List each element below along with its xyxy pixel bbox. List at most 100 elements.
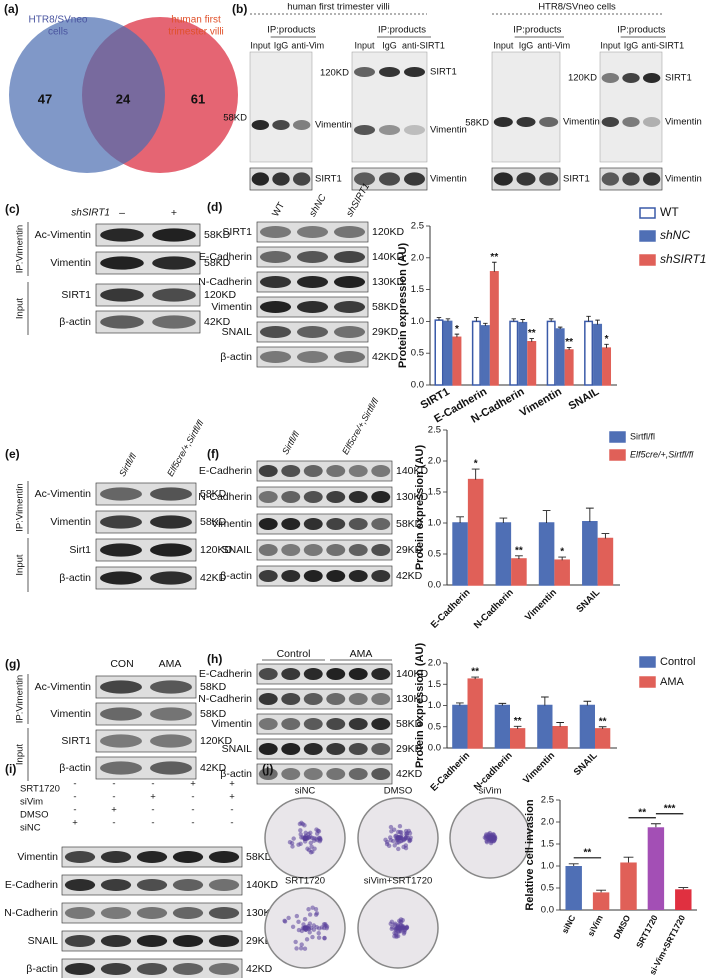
blot-band <box>326 718 346 730</box>
row-label: SIRT1 <box>61 735 91 747</box>
blot-band <box>348 491 368 503</box>
error-bar <box>515 555 523 559</box>
lane-group-label: Control <box>277 648 311 660</box>
error-bar <box>542 510 551 523</box>
blot-band <box>100 571 142 585</box>
blot-band <box>371 465 391 477</box>
band-label: SIRT1 <box>665 73 692 84</box>
row-label: Vimentin <box>50 516 91 528</box>
legend-label: Sirtfl/fl <box>630 431 655 441</box>
error-bar <box>492 261 497 272</box>
row-label: E-Cadherin <box>199 668 252 680</box>
blot-band <box>326 518 346 530</box>
bar <box>620 862 637 910</box>
blot-band <box>303 491 323 503</box>
blot-band <box>333 251 366 263</box>
blot-band <box>296 351 329 363</box>
condition-sign: + <box>190 779 196 790</box>
dish-label: SRT1720 <box>285 876 325 887</box>
band-label: SIRT1 <box>563 174 590 185</box>
lane-label: Input <box>600 40 621 50</box>
lane-label: shNC <box>307 193 328 219</box>
y-tick-label: 1.5 <box>428 487 441 498</box>
blot-band <box>348 465 368 477</box>
stained-cell <box>308 850 314 855</box>
blot-band <box>100 228 144 242</box>
blot-band <box>348 544 368 556</box>
blot-band <box>622 117 640 127</box>
blot-band <box>281 544 301 556</box>
condition-sign: - <box>73 779 76 790</box>
y-tick-label: 0.5 <box>428 721 441 732</box>
blot-band <box>251 172 270 186</box>
row-label: Ac-Vimentin <box>35 488 92 500</box>
blot-band <box>371 668 391 680</box>
group-label: Input <box>15 744 26 765</box>
condition-sign: - <box>230 805 233 816</box>
condition-sign: + <box>229 792 235 803</box>
lane-label: WT <box>270 200 287 218</box>
legend-swatch <box>609 431 626 443</box>
blot-band <box>100 707 142 721</box>
blot-band <box>348 668 368 680</box>
condition-sign: - <box>112 792 115 803</box>
significance-label: * <box>605 334 609 345</box>
blot-band <box>326 465 346 477</box>
dish-label: DMSO <box>384 786 413 797</box>
stained-cell <box>313 836 319 841</box>
stained-cell <box>296 842 301 847</box>
stained-cell <box>302 917 308 922</box>
blot-band <box>601 73 620 83</box>
venn-count: 61 <box>191 91 205 106</box>
blot-band <box>642 117 661 127</box>
error-bar <box>520 319 525 323</box>
blot-band <box>258 693 278 705</box>
significance-label: ** <box>528 328 536 339</box>
x-tick-label: E-Cadherin <box>429 587 473 631</box>
blot-band <box>100 907 132 919</box>
band-label: SIRT1 <box>315 174 342 185</box>
row-label: E-Cadherin <box>5 879 58 891</box>
blot-band <box>281 668 301 680</box>
stained-cell <box>403 836 408 842</box>
error-bar <box>483 322 488 326</box>
bar <box>592 892 610 910</box>
blot-band <box>516 172 536 186</box>
lane-label: + <box>171 207 177 219</box>
stained-cell <box>313 912 319 917</box>
error-bar <box>471 468 480 480</box>
blot-band <box>333 301 366 313</box>
bar <box>452 522 468 586</box>
x-tick-label: SNAIL <box>567 386 602 413</box>
bar <box>602 347 612 386</box>
y-tick-label: 1.0 <box>428 700 441 711</box>
size-marker: 42KD <box>246 963 273 975</box>
error-bar <box>585 507 594 522</box>
size-marker: 58KD <box>200 488 227 500</box>
y-tick-label: 0.0 <box>428 743 441 754</box>
blot-band <box>100 543 142 557</box>
size-marker: 120KD <box>200 735 233 747</box>
stained-cell <box>298 828 303 833</box>
panel-label: (e) <box>5 447 20 461</box>
row-label: N-Cadherin <box>198 276 252 288</box>
blot-band <box>622 73 640 83</box>
stained-cell <box>483 836 489 841</box>
blot-band <box>281 693 301 705</box>
size-marker: 140KD <box>246 879 279 891</box>
blot-band <box>100 256 144 270</box>
blot-band <box>348 768 368 780</box>
blot-band <box>100 761 142 775</box>
blot-band <box>493 117 513 127</box>
blot-band <box>303 544 323 556</box>
error-bar <box>598 726 607 729</box>
blot-band <box>150 680 192 694</box>
y-tick-label: 1.0 <box>411 316 424 327</box>
row-label: Vimentin <box>211 518 252 530</box>
blot-band <box>601 117 620 127</box>
row-label: Vimentin <box>50 708 91 720</box>
stained-cell <box>394 835 399 841</box>
stained-cell <box>390 838 396 844</box>
condition-sign: + <box>111 805 117 816</box>
y-tick-label: 1.0 <box>541 861 554 872</box>
